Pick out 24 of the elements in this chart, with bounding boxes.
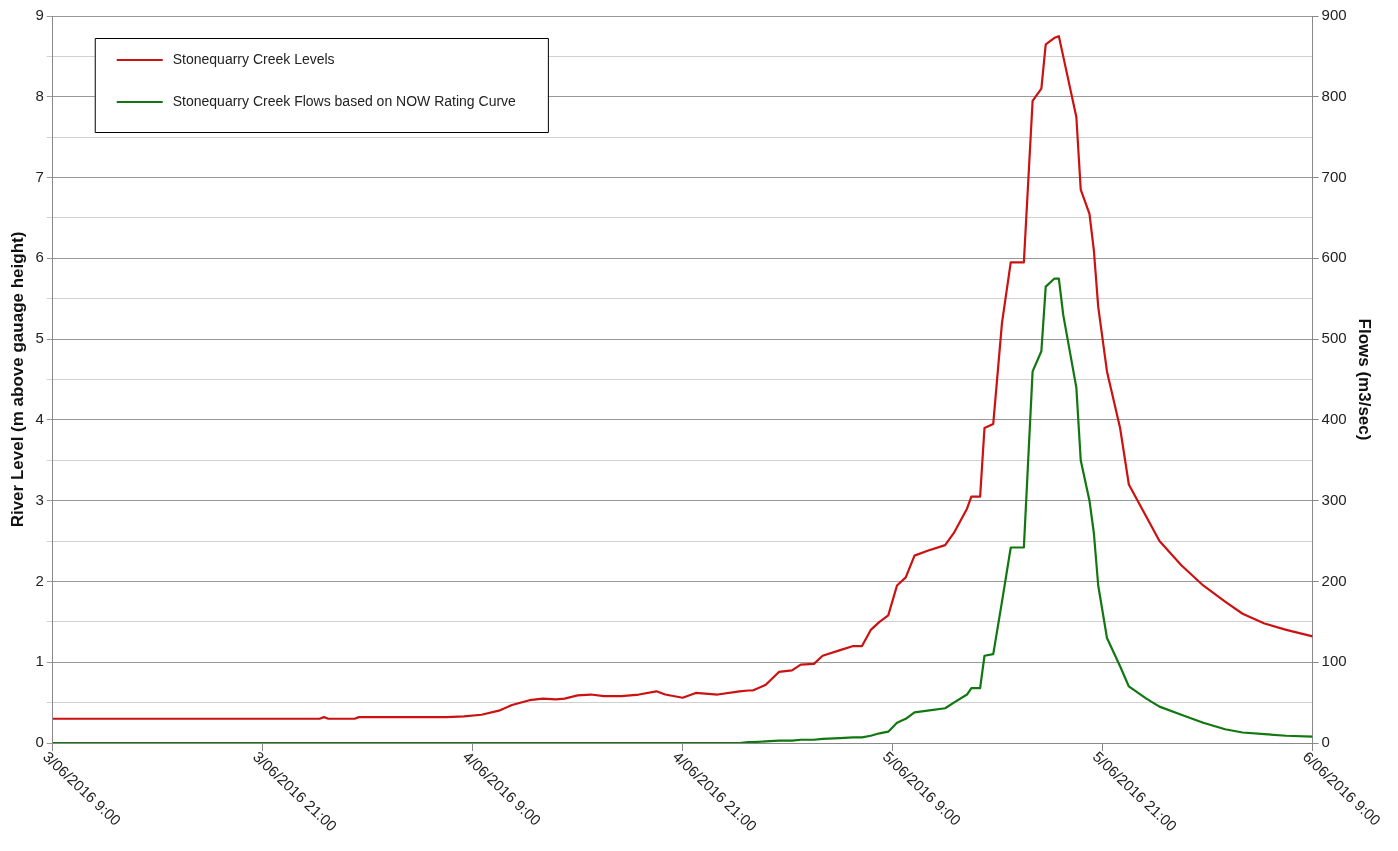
y-tick-label: 4: [35, 410, 44, 428]
y-tick-label: 8: [35, 86, 44, 104]
y2-tick-label: 400: [1321, 410, 1347, 428]
y2-tick-label: 100: [1321, 652, 1347, 670]
y2-tick-label: 800: [1321, 86, 1347, 104]
y-tick-label: 2: [35, 571, 44, 589]
y-tick-label: 0: [35, 733, 44, 751]
legend-label: Stonequarry Creek Flows based on NOW Rating Curve: [172, 92, 517, 109]
y2-tick-label: 900: [1321, 6, 1347, 24]
y-tick-label: 9: [35, 6, 44, 24]
y2-tick-label: 0: [1321, 733, 1330, 751]
y-tick-label: 6: [35, 248, 44, 266]
y2-tick-label: 300: [1321, 490, 1347, 508]
y2-tick-label: 600: [1321, 248, 1347, 266]
y2-tick-label: 700: [1321, 167, 1347, 185]
y-tick-label: 5: [35, 329, 44, 347]
legend-label: Stonequarry Creek Levels: [172, 50, 335, 67]
y2-axis-title: Flows (m3/sec): [1355, 318, 1375, 441]
y2-tick-label: 200: [1321, 571, 1347, 589]
y-tick-label: 1: [35, 652, 44, 670]
y-tick-label: 3: [35, 490, 44, 508]
y-axis-title: River Level (m above gauage height): [7, 231, 27, 528]
y-tick-label: 7: [35, 167, 44, 185]
y2-tick-label: 500: [1321, 329, 1347, 347]
